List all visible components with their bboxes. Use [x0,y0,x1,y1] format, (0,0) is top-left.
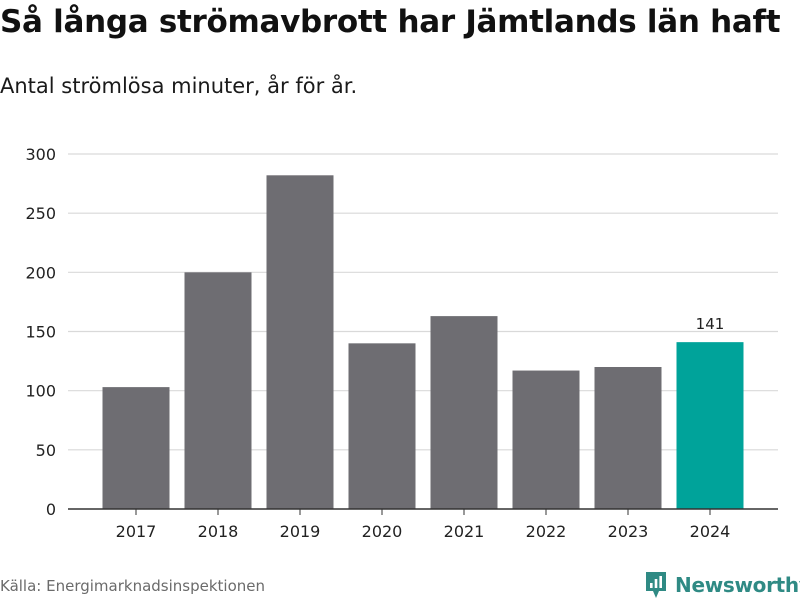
bars [102,175,744,510]
chart-subtitle: Antal strömlösa minuter, år för år. [0,74,358,98]
x-axis: 2017 2018 2019 2020 2021 2022 2023 2024 [68,508,778,541]
newsworthy-logo[interactable]: Newsworthy [644,569,800,601]
y-axis-ticks: 0 50 100 150 200 250 300 [25,145,56,519]
x-tick-label: 2022 [526,522,567,541]
bar-2021 [430,316,498,509]
y-tick-label: 100 [25,382,56,401]
x-tick-label: 2020 [362,522,403,541]
chart-title: Så långa strömavbrott har Jämtlands län … [0,4,781,40]
bar-2023 [594,367,662,509]
y-tick-label: 150 [25,323,56,342]
y-tick-label: 50 [36,441,56,460]
y-tick-label: 250 [25,204,56,223]
bar-2022 [512,370,580,509]
bar-2017 [102,387,170,509]
y-tick-label: 200 [25,263,56,282]
data-labels: 141 [696,315,725,333]
bar-2019 [266,175,334,510]
bar-2018 [184,272,252,509]
newsworthy-logo-icon [646,572,666,598]
x-tick-label: 2019 [280,522,321,541]
x-tick-label: 2017 [116,522,157,541]
bar-2024 [676,342,744,509]
x-tick-label: 2021 [444,522,485,541]
data-label: 141 [696,315,725,333]
source-note: Källa: Energimarknadsinspektionen [0,577,266,595]
brand-name: Newsworthy [675,573,800,597]
bar-2020 [348,343,416,509]
gridlines [68,153,778,451]
y-tick-label: 0 [46,500,56,519]
y-tick-label: 300 [25,145,56,164]
x-tick-label: 2023 [608,522,649,541]
x-tick-label: 2024 [690,522,731,541]
x-tick-label: 2018 [198,522,239,541]
